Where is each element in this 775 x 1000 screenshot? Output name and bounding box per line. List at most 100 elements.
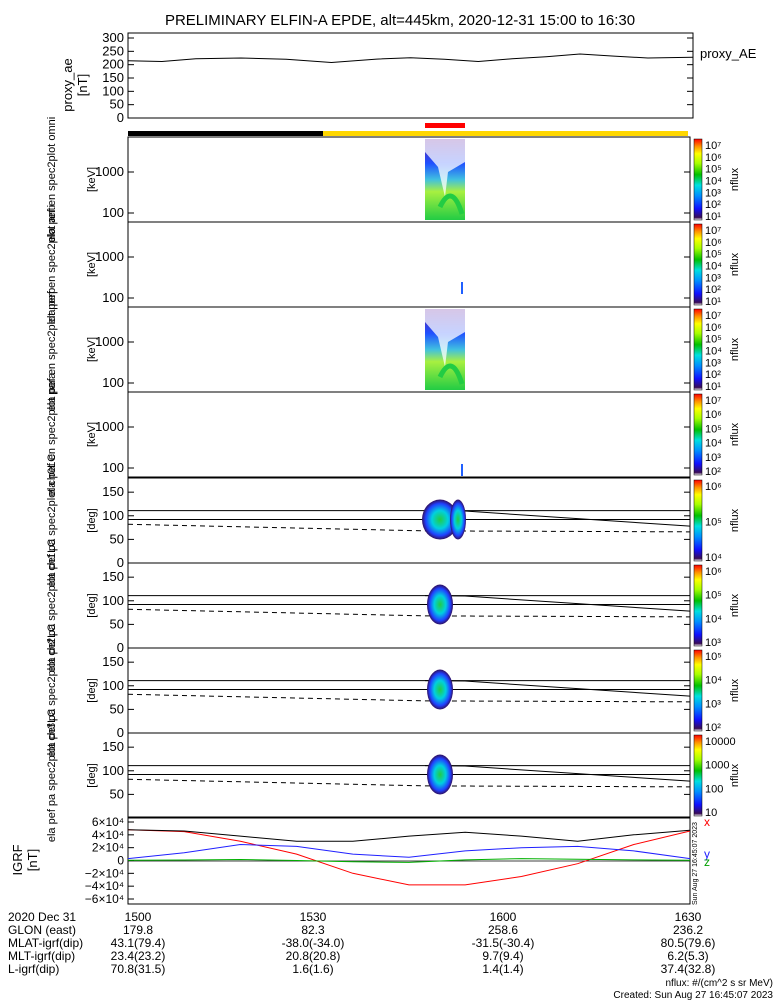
colorbar-label: nflux xyxy=(729,593,741,617)
axis-value: -31.5(-30.4) xyxy=(472,936,535,950)
colorbar-tick-label: 10⁵ xyxy=(705,590,722,602)
footer-created: Created: Sun Aug 27 16:45:07 2023 xyxy=(613,990,773,1000)
panel-ytick-label: 1000 xyxy=(95,334,124,349)
loss-cone-dashed-line xyxy=(127,778,691,788)
colorbar-tick-label: 10² xyxy=(705,369,721,381)
colorbar-tick-label: 10³ xyxy=(705,452,721,464)
colorbar-tick-label: 10⁵ xyxy=(705,164,722,176)
spectrogram-sparse-region xyxy=(425,139,465,197)
colorbar-tick-label: 10¹ xyxy=(705,296,721,308)
panel-ylabel-units: [deg] xyxy=(86,678,98,702)
axis-value: 82.3 xyxy=(301,923,325,937)
axis-value: 236.2 xyxy=(673,923,703,937)
night-bar xyxy=(128,131,323,136)
axis-row-label: 2020 Dec 31 xyxy=(8,910,76,924)
panel-ylabel-units: [deg] xyxy=(86,508,98,532)
colorbar-tick-label: 10⁶ xyxy=(705,152,722,164)
panel-1: ela pef en spec2plot omni [keV]1000 100 10⁷… xyxy=(46,117,741,242)
colorbar-tick-label: 10⁴ xyxy=(705,552,722,564)
igrf-line-t xyxy=(127,858,691,863)
panel-ytick-label: 50 xyxy=(110,701,124,716)
panel-ylabel: ela pef en spec2plot anti xyxy=(46,205,58,324)
igrf-panel: IGRF [nT] 6×10⁴4×10⁴2×10⁴0−2×10⁴−4×10⁴−6… xyxy=(10,815,710,906)
axis-row-label: L-igrf(dip) xyxy=(8,962,59,976)
ae-ytick-label: 300 xyxy=(102,30,124,45)
colorbar-tick-label: 10³ xyxy=(705,357,721,369)
igrf-ytick-label: 4×10⁴ xyxy=(92,828,124,842)
day-bar xyxy=(323,131,688,136)
panel-ytick-label: 0 xyxy=(117,640,124,655)
igrf-legend-x: x xyxy=(704,815,710,829)
panel-ylabel: ela pef pa spec2plot ch1LC xyxy=(46,539,58,672)
panel-frame xyxy=(127,306,691,393)
colorbar xyxy=(693,649,703,732)
spectrogram-sparse-region xyxy=(425,309,465,367)
panel-ytick-label: 150 xyxy=(102,654,124,669)
axis-value: 179.8 xyxy=(123,923,153,937)
colorbar-label: nflux xyxy=(729,337,741,361)
axis-value: 20.8(20.8) xyxy=(286,949,341,963)
panel-ytick-label: 0 xyxy=(117,725,124,740)
colorbar-tick-label: 10² xyxy=(705,722,721,734)
panel-frame xyxy=(127,732,691,819)
colorbar-tick-label: 10000 xyxy=(705,736,736,748)
anti-loss-cone-line xyxy=(424,680,691,697)
colorbar-tick-label: 10⁵ xyxy=(705,517,722,529)
panel-8: ela pef pa spec2plot ch3LC [deg]150100501… xyxy=(46,709,741,842)
panel-ytick-label: 100 xyxy=(102,375,124,390)
colorbar-tick-label: 10⁶ xyxy=(705,322,722,334)
colorbar-tick-label: 1000 xyxy=(705,760,729,772)
panel-ylabel: ela pef en spec2plot perp xyxy=(46,288,58,412)
colorbar-label: nflux xyxy=(729,167,741,191)
pitch-angle-blob xyxy=(427,754,453,795)
colorbar-label: nflux xyxy=(729,508,741,532)
axis-value: 258.6 xyxy=(488,923,518,937)
panel-frame xyxy=(127,391,691,478)
colorbar-tick-label: 10⁶ xyxy=(705,566,722,578)
panel-ylabel: ela pef en spec2plot omni xyxy=(46,117,58,242)
axis-row-label: MLT-igrf(dip) xyxy=(8,949,75,963)
colorbar-tick-label: 10³ xyxy=(705,698,721,710)
colorbar-tick-label: 10⁶ xyxy=(705,237,722,249)
panel-6: ela pef pa spec2plot ch1LC [deg] 150 100 50 0… xyxy=(46,539,741,672)
igrf-line-z xyxy=(127,829,691,842)
panel-ytick-label: 50 xyxy=(110,786,124,801)
colorbar xyxy=(693,564,703,647)
igrf-legend-z: z xyxy=(704,855,710,869)
panel-5: ela pef pa spec2plot ch0LC [deg] 150 100 50 0… xyxy=(46,454,741,587)
colorbar xyxy=(693,308,703,391)
ae-ylabel-2: [nT] xyxy=(75,74,90,96)
anti-loss-cone-line xyxy=(424,765,691,782)
pitch-angle-blob-2 xyxy=(450,499,466,540)
panel-ytick-label: 0 xyxy=(117,555,124,570)
colorbar-tick-label: 10¹ xyxy=(705,211,721,223)
igrf-ylabel-2: [nT] xyxy=(25,849,40,871)
igrf-ylabel-1: IGRF xyxy=(10,844,25,875)
colorbar-label: nflux xyxy=(729,252,741,276)
colorbar-label: nflux xyxy=(729,422,741,446)
ae-frame xyxy=(127,32,694,119)
ae-ytick-label: 50 xyxy=(110,97,124,112)
panel-2: ela pef en spec2plot anti [keV]1000 100 10⁷… xyxy=(46,205,741,324)
colorbar-tick-label: 10⁴ xyxy=(705,261,722,273)
colorbar-tick-label: 10² xyxy=(705,284,721,296)
spectrogram-speck xyxy=(461,464,463,476)
axis-value: 1.6(1.6) xyxy=(292,962,333,976)
panel-3: ela pef en spec2plot perp [keV]1000 100 10⁷… xyxy=(46,288,741,412)
colorbar-label: nflux xyxy=(729,763,741,787)
colorbar-tick-label: 10⁷ xyxy=(705,310,721,322)
colorbar-tick-label: 10⁴ xyxy=(705,438,722,450)
pitch-angle-blob xyxy=(422,499,458,540)
panel-ytick-label: 100 xyxy=(102,205,124,220)
axis-value: 1500 xyxy=(125,910,152,924)
colorbar-tick-label: 10³ xyxy=(705,187,721,199)
igrf-ytick-label: 6×10⁴ xyxy=(92,815,124,829)
igrf-frame xyxy=(127,816,691,905)
axis-value: 9.7(9.4) xyxy=(482,949,523,963)
panel-ylabel-units: [keV] xyxy=(86,422,98,447)
